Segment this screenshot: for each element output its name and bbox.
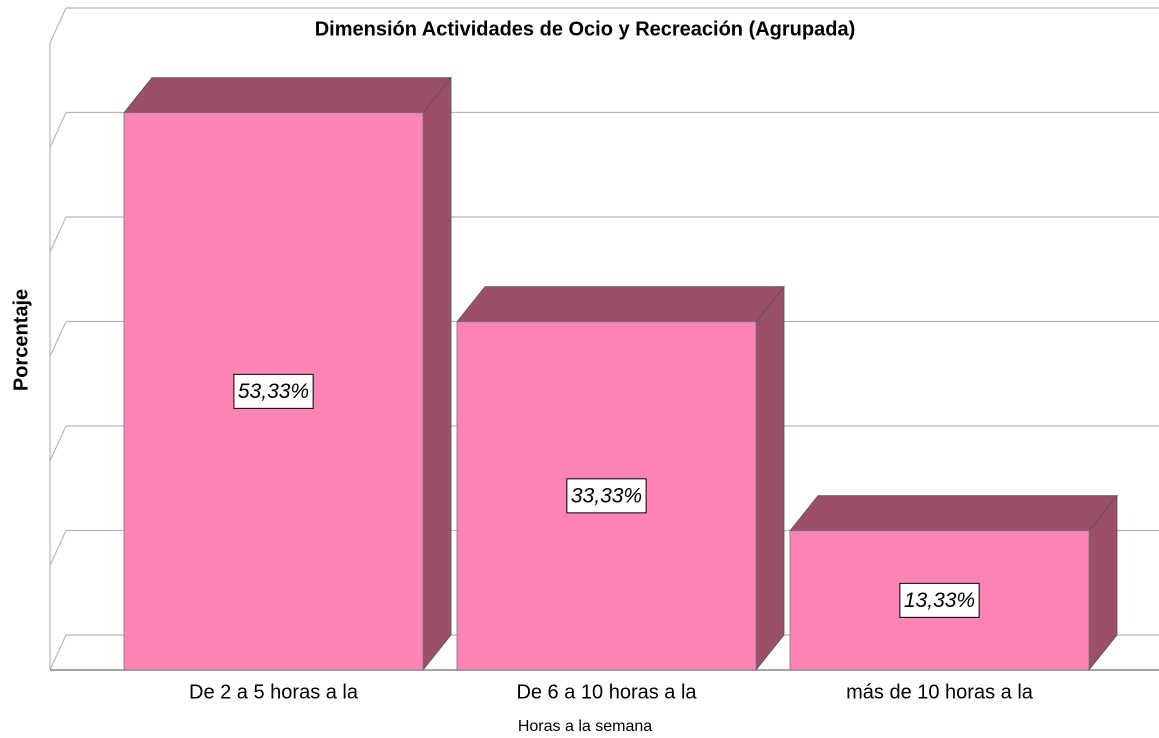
value-label-box: [899, 582, 980, 618]
grid-line: [49, 530, 67, 566]
grid-line: [49, 321, 67, 357]
grid-line: [49, 216, 67, 253]
bar-side: [422, 76, 452, 672]
bar-side: [755, 285, 785, 672]
bar-top: [456, 286, 785, 323]
x-tick-label: De 6 a 10 horas a la: [516, 681, 697, 703]
x-tick-label: más de 10 horas a la: [846, 681, 1034, 703]
value-label: 13,33%: [904, 589, 975, 612]
grid-line: [49, 7, 67, 44]
grid-line: [49, 112, 67, 148]
chart-title: Dimensión Actividades de Ocio y Recreaci…: [315, 18, 856, 40]
x-axis-title: Horas a la semana: [518, 718, 652, 735]
bar: [123, 112, 424, 671]
grid-line: [49, 425, 67, 462]
grid-line: [49, 634, 67, 671]
bar-top: [789, 495, 1118, 532]
value-label-box: [566, 478, 647, 514]
bar-top: [123, 77, 452, 114]
y-axis-title: Porcentaje: [10, 289, 32, 391]
bar-group: 53,33%: [123, 76, 452, 672]
value-label: 33,33%: [571, 484, 642, 507]
bar-group: 33,33%: [456, 285, 785, 672]
bar-group: 13,33%: [789, 494, 1118, 672]
value-label: 53,33%: [238, 380, 309, 403]
x-tick-label: De 2 a 5 horas a la: [189, 681, 359, 703]
value-label-box: [233, 373, 314, 409]
